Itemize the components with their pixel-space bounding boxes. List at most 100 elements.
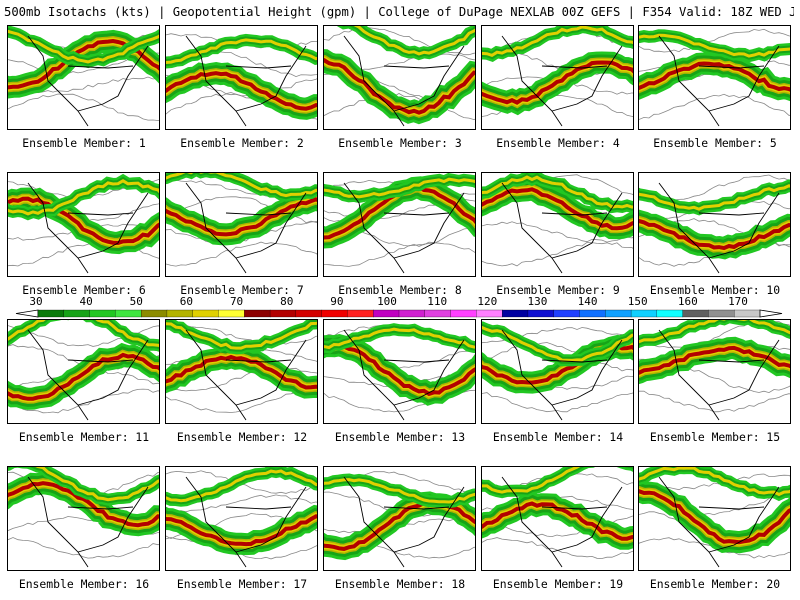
- isotach-map: [324, 173, 475, 274]
- colorbar-tick-label: 60: [180, 295, 193, 308]
- ensemble-member-map: [323, 319, 476, 424]
- ensemble-member-label: Ensemble Member: 10: [649, 283, 781, 297]
- ensemble-member-map: [165, 172, 318, 277]
- ensemble-member-map: [323, 25, 476, 130]
- colorbar-segment: [295, 309, 323, 318]
- colorbar-tick-label: 160: [678, 295, 698, 308]
- ensemble-member-map: [481, 466, 634, 571]
- colorbar-segment: [501, 309, 529, 318]
- colorbar-segment: [656, 309, 684, 318]
- isotach-map: [324, 323, 475, 421]
- colorbar-segment: [140, 309, 168, 318]
- ensemble-member-label: Ensemble Member: 4: [496, 136, 620, 150]
- ensemble-member-label: Ensemble Member: 17: [176, 577, 308, 591]
- ensemble-member-label: Ensemble Member: 3: [338, 136, 462, 150]
- page-title: 500mb Isotachs (kts) | Geopotential Heig…: [4, 5, 794, 19]
- isotach-map: [482, 321, 633, 421]
- ensemble-member-label: Ensemble Member: 20: [649, 577, 781, 591]
- colorbar-segment: [63, 309, 91, 318]
- ensemble-member-map: [481, 172, 634, 277]
- colorbar-segment: [527, 309, 555, 318]
- ensemble-member-map: [638, 466, 791, 571]
- isotach-map: [324, 26, 475, 127]
- colorbar-tick-label: 50: [130, 295, 143, 308]
- ensemble-member-map: [323, 466, 476, 571]
- colorbar-segment: [166, 309, 194, 318]
- colorbar-segment: [398, 309, 426, 318]
- isotach-map: [639, 174, 790, 274]
- ensemble-member-label: Ensemble Member: 9: [496, 283, 620, 297]
- colorbar-segment: [373, 309, 400, 318]
- colorbar-segment: [476, 309, 503, 318]
- colorbar-segment: [579, 309, 606, 318]
- ensemble-member-map: [638, 319, 791, 424]
- colorbar-segment: [553, 309, 580, 318]
- colorbar-tick-label: 100: [377, 295, 397, 308]
- colorbar-segment: [192, 309, 219, 318]
- colorbar-left-arrow: [15, 309, 39, 318]
- colorbar-segment: [630, 309, 658, 318]
- isotach-map: [166, 320, 317, 421]
- colorbar-segment: [424, 309, 452, 318]
- ensemble-member-label: Ensemble Member: 15: [649, 430, 781, 444]
- colorbar-segment: [347, 309, 374, 318]
- ensemble-member-label: Ensemble Member: 1: [22, 136, 146, 150]
- isotach-map: [166, 467, 317, 568]
- colorbar-segment: [37, 309, 65, 318]
- colorbar-tick-label: 40: [80, 295, 93, 308]
- colorbar-segment: [89, 309, 116, 318]
- isotach-map: [166, 173, 317, 274]
- colorbar-tick-label: 90: [330, 295, 343, 308]
- ensemble-member-label: Ensemble Member: 7: [180, 283, 304, 297]
- isotach-map: [8, 467, 159, 568]
- ensemble-member-label: Ensemble Member: 8: [338, 283, 462, 297]
- colorbar-tick-label: 120: [477, 295, 497, 308]
- colorbar-legend: 30 40 50 60 70 80 90 100 110 120 130 140 150 160 170: [15, 295, 783, 318]
- isotach-map: [639, 467, 790, 568]
- colorbar-segment: [682, 309, 709, 318]
- colorbar-segment: [269, 309, 297, 318]
- colorbar-segment: [115, 309, 142, 318]
- ensemble-member-map: [323, 172, 476, 277]
- ensemble-member-map: [481, 319, 634, 424]
- colorbar-segment: [244, 309, 271, 318]
- isotach-map: [639, 320, 790, 421]
- isotach-map: [482, 467, 633, 568]
- ensemble-member-map: [165, 319, 318, 424]
- isotach-map: [482, 26, 633, 127]
- colorbar-right-arrow: [759, 309, 783, 318]
- ensemble-member-map: [638, 172, 791, 277]
- ensemble-member-map: [7, 319, 160, 424]
- ensemble-member-map: [7, 466, 160, 571]
- colorbar-segment: [605, 309, 632, 318]
- ensemble-member-map: [7, 172, 160, 277]
- colorbar-tick-label: 140: [578, 295, 598, 308]
- colorbar-tick-label: 110: [427, 295, 447, 308]
- isotach-map: [8, 320, 159, 421]
- isotach-map: [324, 471, 475, 568]
- colorbar-tick-label: 130: [527, 295, 547, 308]
- colorbar-segment: [450, 309, 477, 318]
- colorbar-segment: [218, 309, 245, 318]
- ensemble-member-map: [7, 25, 160, 130]
- isotach-map: [639, 28, 790, 127]
- ensemble-member-map: [638, 25, 791, 130]
- ensemble-member-map: [165, 25, 318, 130]
- ensemble-member-label: Ensemble Member: 12: [176, 430, 308, 444]
- ensemble-member-label: Ensemble Member: 18: [334, 577, 466, 591]
- ensemble-member-label: Ensemble Member: 5: [653, 136, 777, 150]
- ensemble-member-label: Ensemble Member: 11: [18, 430, 150, 444]
- ensemble-member-label: Ensemble Member: 13: [334, 430, 466, 444]
- isotach-map: [166, 33, 317, 127]
- ensemble-member-label: Ensemble Member: 14: [492, 430, 624, 444]
- colorbar-tick-label: 170: [728, 295, 748, 308]
- isotach-map: [482, 173, 633, 274]
- ensemble-member-label: Ensemble Member: 19: [492, 577, 624, 591]
- ensemble-member-label: Ensemble Member: 2: [180, 136, 304, 150]
- colorbar-segment: [734, 309, 761, 318]
- isotach-map: [8, 26, 159, 127]
- ensemble-member-label: Ensemble Member: 16: [18, 577, 150, 591]
- colorbar-tick-label: 80: [280, 295, 293, 308]
- colorbar-segment: [708, 309, 735, 318]
- colorbar-tick-label: 30: [29, 295, 42, 308]
